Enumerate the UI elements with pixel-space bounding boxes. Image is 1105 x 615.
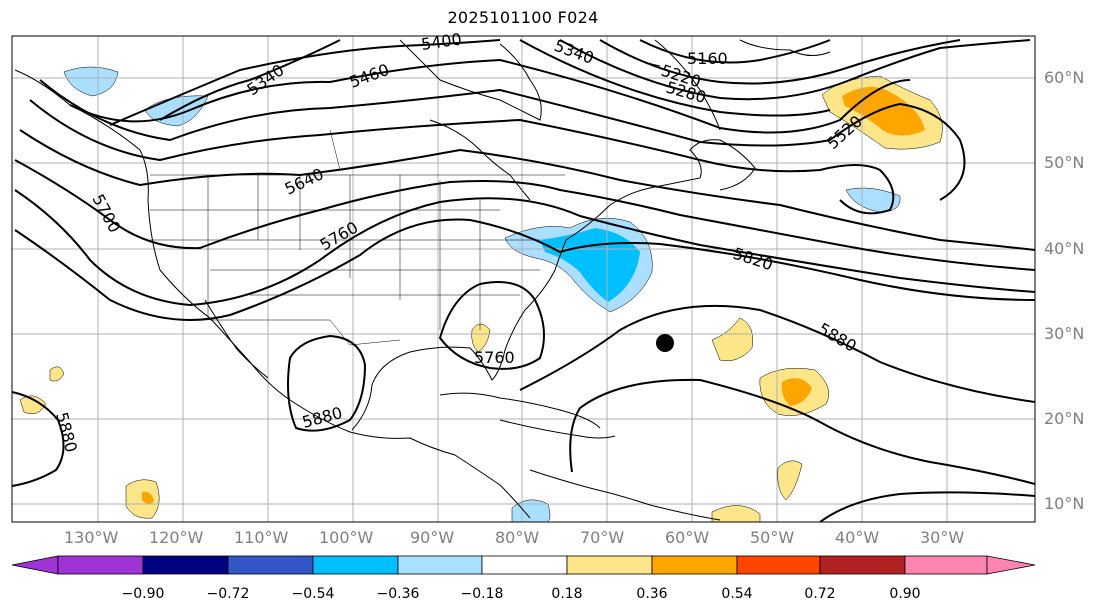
contour-5400 [109, 39, 501, 126]
longitude-label: 60°W [665, 528, 710, 547]
contour-5580 [29, 99, 895, 215]
anomaly-shading [19, 66, 943, 522]
colorbar-bin [736, 555, 821, 575]
contour-5760-south [438, 281, 545, 370]
colorbar-bin [651, 555, 738, 575]
longitude-label: 90°W [410, 528, 455, 547]
positive-anomaly-caribbean [777, 460, 803, 501]
longitude-label: 50°W [750, 528, 795, 547]
longitude-label: 30°W [920, 528, 965, 547]
colorbar-tick-label: −0.90 [121, 586, 165, 602]
longitude-label: 100°W [319, 528, 374, 547]
colorbar-tick-label: 0.18 [551, 586, 583, 602]
colorbar-tick-label: 0.72 [804, 586, 836, 602]
longitude-label: 80°W [495, 528, 540, 547]
colorbar-tick-label: 0.36 [636, 586, 668, 602]
colorbar-tick-label: −0.36 [376, 586, 420, 602]
positive-anomaly-atlantic-2-core [781, 378, 812, 406]
contour-5520 [39, 79, 966, 201]
latitude-label: 40°N [1044, 239, 1085, 258]
colorbar-tick-label: 0.54 [721, 586, 753, 602]
contour-label: 5160 [687, 49, 728, 68]
positive-anomaly-pacific-3 [49, 366, 65, 382]
contour-5640 [19, 129, 1035, 251]
contour-5700 [14, 159, 1035, 271]
contour-labels: 5400 5340 5160 5220 5280 5460 5340 5520 … [52, 29, 866, 454]
colorbar-extend-min [11, 555, 59, 575]
contour-label: 5880 [300, 403, 344, 432]
longitude-label: 120°W [149, 528, 204, 547]
contour-5340-north [519, 39, 831, 117]
negative-anomaly-east-coast-core [540, 228, 640, 302]
observation-dot [656, 334, 674, 352]
graticule [12, 36, 1035, 522]
positive-anomaly-pacific-2 [19, 395, 47, 414]
longitude-label: 40°W [835, 528, 880, 547]
contour-5160 [639, 39, 831, 64]
contour-5880-caribbean [569, 378, 1035, 485]
contour-label: 5340 [552, 36, 597, 68]
contour-label: 5280 [664, 78, 708, 107]
colorbar [11, 555, 1036, 575]
contour-label: 5880 [815, 319, 860, 356]
latitude-label: 60°N [1044, 68, 1085, 87]
map-frame [11, 35, 1036, 523]
contour-5880-gulf [287, 334, 367, 432]
height-contours [12, 39, 1035, 522]
latitude-label: 50°N [1044, 153, 1085, 172]
contour-5760 [14, 189, 1035, 307]
contour-label: 5640 [282, 164, 327, 198]
coastlines [14, 39, 831, 521]
negative-anomaly-central-atlantic [845, 187, 901, 213]
positive-anomaly-pacific-1-core [142, 491, 154, 504]
colorbar-extend-max [986, 555, 1036, 575]
positive-anomaly-south-atlantic [711, 505, 761, 522]
latitude-label: 10°N [1044, 494, 1085, 513]
colorbar-bin [227, 555, 314, 575]
chart-title: 2025101100 F024 [447, 8, 599, 27]
longitude-label: 70°W [580, 528, 625, 547]
colorbar-bin [142, 555, 229, 575]
positive-anomaly-atlantic-1 [711, 317, 753, 361]
colorbar-tick-label: −0.18 [460, 586, 504, 602]
contour-label: 5400 [420, 29, 463, 53]
contour-5340 [159, 39, 341, 121]
contour-label: 5880 [52, 410, 81, 454]
latitude-label: 20°N [1044, 409, 1085, 428]
colorbar-bin [481, 555, 568, 575]
contour-southern [819, 491, 1035, 522]
latitude-label: 30°N [1044, 324, 1085, 343]
colorbar-bin [397, 555, 483, 575]
colorbar-bin [312, 555, 399, 575]
colorbar-bin [819, 555, 906, 575]
contour-5880 [519, 304, 1035, 403]
contour-5460 [69, 58, 911, 134]
contour-5880-southwest [12, 391, 65, 487]
contour-label: 5700 [88, 191, 124, 236]
colorbar-bin [904, 555, 988, 575]
colorbar-tick-label: −0.54 [291, 586, 335, 602]
colorbar-bin [57, 555, 144, 575]
longitude-label: 110°W [234, 528, 289, 547]
contour-5820 [14, 218, 1035, 321]
contour-5280 [559, 39, 1031, 101]
contour-label: 5760 [474, 348, 515, 367]
colorbar-tick-label: 0.90 [889, 586, 921, 602]
positive-anomaly-florida [471, 323, 491, 353]
longitude-label: 130°W [64, 528, 119, 547]
negative-anomaly-northwest-1 [63, 66, 119, 97]
contour-label: 5820 [731, 244, 776, 275]
colorbar-tick-label: −0.72 [206, 586, 250, 602]
colorbar-bin [566, 555, 653, 575]
contour-5220 [599, 39, 961, 85]
contour-label: 5460 [347, 60, 392, 92]
